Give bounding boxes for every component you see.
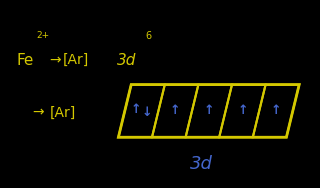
Text: ↑: ↑ bbox=[131, 102, 141, 116]
Text: [Ar]: [Ar] bbox=[62, 53, 89, 67]
Text: ↑: ↑ bbox=[271, 104, 281, 118]
Text: ↑: ↑ bbox=[237, 104, 248, 118]
Text: →: → bbox=[32, 106, 44, 120]
Text: Fe: Fe bbox=[16, 53, 33, 68]
Text: 3d: 3d bbox=[117, 53, 136, 68]
Text: [Ar]: [Ar] bbox=[50, 106, 76, 120]
Text: ↑: ↑ bbox=[204, 104, 214, 118]
Text: ↑: ↑ bbox=[170, 104, 180, 118]
Text: 3d: 3d bbox=[190, 155, 213, 173]
Text: 6: 6 bbox=[146, 31, 152, 41]
Text: 2+: 2+ bbox=[37, 31, 50, 40]
Text: →: → bbox=[50, 53, 61, 67]
Text: ↓: ↓ bbox=[141, 106, 152, 119]
